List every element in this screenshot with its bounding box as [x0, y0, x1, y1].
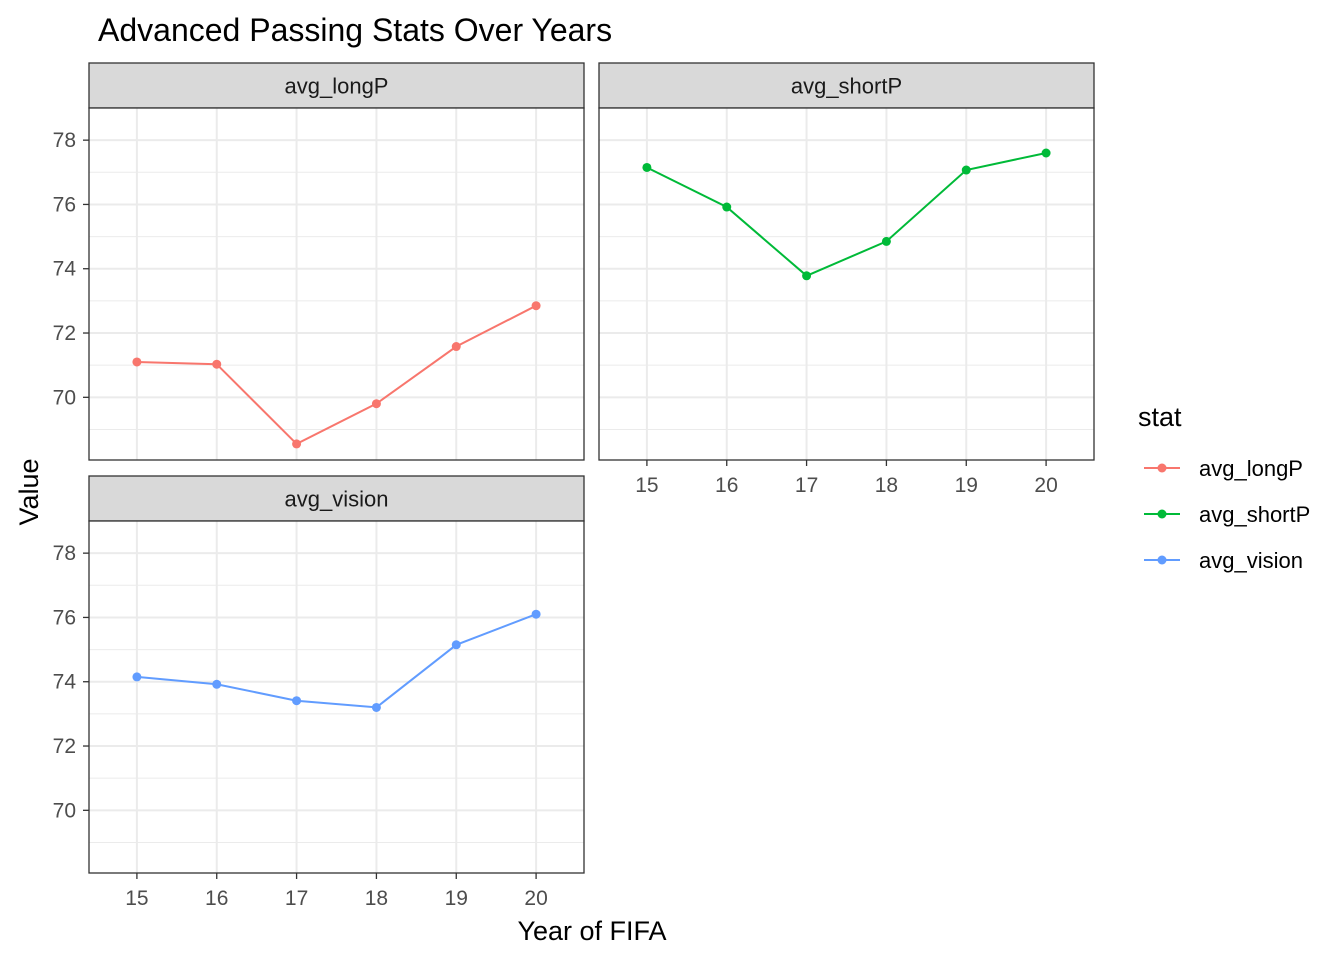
y-tick-label: 76	[53, 606, 76, 629]
data-point	[132, 357, 142, 367]
y-tick-label: 72	[53, 735, 76, 758]
x-tick-label: 15	[125, 887, 148, 910]
legend-item-avg_vision: avg_vision	[1144, 548, 1303, 573]
series-line-avg_vision	[136, 613, 537, 709]
legend-label: avg_longP	[1199, 456, 1303, 481]
data-point	[1041, 148, 1051, 158]
data-point	[132, 672, 142, 682]
y-tick-label: 74	[53, 671, 77, 694]
panel-avg_shortP: avg_shortP 15 16 17 18 19 20	[598, 62, 1095, 497]
facet-strip	[88, 62, 585, 109]
x-tick-label: 20	[1034, 474, 1057, 497]
legend-item-avg_shortP: avg_shortP	[1144, 502, 1310, 527]
facet-strip-label: avg_longP	[285, 74, 389, 99]
facet-strip	[598, 62, 1095, 109]
y-tick-label: 70	[53, 799, 76, 822]
y-axis-title: Value	[14, 458, 44, 525]
x-tick-label: 15	[635, 474, 658, 497]
panel-avg_longP: avg_longP 70 72 74 76 78	[53, 62, 585, 461]
facet-strip-label: avg_shortP	[791, 74, 902, 99]
panel-background	[599, 108, 1094, 460]
x-tick-label: 19	[445, 887, 468, 910]
y-tick-label: 78	[53, 542, 76, 565]
data-point	[292, 696, 302, 706]
data-point	[961, 165, 971, 175]
panel-background	[89, 108, 584, 460]
data-point	[371, 702, 381, 712]
data-point	[371, 399, 381, 409]
panel-border	[88, 520, 585, 874]
legend-key-point	[1157, 509, 1167, 519]
x-tick-label: 17	[795, 474, 818, 497]
panel-avg_vision: avg_vision 70 72 74 76 78 15 16 17 18 19 20	[53, 475, 585, 910]
panel-border	[88, 107, 585, 461]
data-point	[451, 640, 461, 650]
facet-strip	[88, 475, 585, 522]
data-point	[722, 202, 732, 212]
data-point	[531, 301, 541, 311]
x-tick-label: 16	[205, 887, 228, 910]
panel-border	[598, 107, 1095, 461]
legend-item-avg_longP: avg_longP	[1144, 456, 1303, 481]
series-line-avg_shortP	[646, 152, 1047, 277]
series-line-avg_longP	[136, 304, 537, 446]
legend-key-point	[1157, 555, 1167, 565]
data-point	[531, 609, 541, 619]
data-point	[881, 236, 891, 246]
data-point	[212, 679, 222, 689]
x-tick-label: 18	[365, 887, 388, 910]
y-tick-label: 76	[53, 193, 76, 216]
chart-title: Advanced Passing Stats Over Years	[98, 12, 612, 48]
x-tick-label: 20	[524, 887, 547, 910]
data-point	[212, 359, 222, 369]
data-point	[292, 439, 302, 449]
legend-label: avg_vision	[1199, 548, 1303, 573]
data-point	[642, 162, 652, 172]
panel-background	[89, 521, 584, 873]
x-tick-label: 17	[285, 887, 308, 910]
x-tick-label: 19	[955, 474, 978, 497]
legend-label: avg_shortP	[1199, 502, 1310, 527]
data-point	[802, 271, 812, 281]
data-point	[451, 342, 461, 352]
y-tick-label: 70	[53, 386, 76, 409]
legend-key-point	[1157, 463, 1167, 473]
x-axis-title: Year of FIFA	[517, 916, 666, 946]
legend-title: stat	[1138, 402, 1182, 432]
y-tick-label: 74	[53, 258, 77, 281]
x-tick-label: 18	[875, 474, 898, 497]
y-tick-label: 78	[53, 129, 76, 152]
facet-strip-label: avg_vision	[285, 487, 389, 512]
y-tick-label: 72	[53, 322, 76, 345]
x-tick-label: 16	[715, 474, 738, 497]
